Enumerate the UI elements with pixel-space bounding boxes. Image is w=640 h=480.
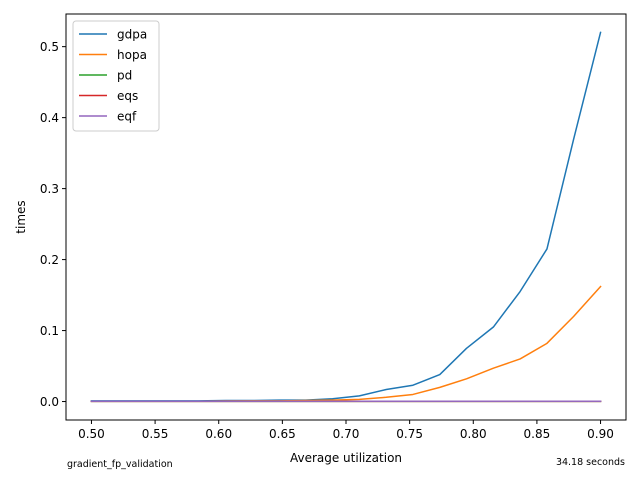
legend-label-eqs: eqs — [117, 89, 138, 103]
x-tick-label: 0.65 — [269, 427, 296, 441]
x-tick-label: 0.50 — [78, 427, 105, 441]
x-tick-label: 0.80 — [460, 427, 487, 441]
legend-box — [72, 20, 160, 132]
x-tick-label: 0.75 — [396, 427, 423, 441]
x-tick-label: 0.60 — [205, 427, 232, 441]
y-tick-label: 0.2 — [40, 253, 59, 267]
x-axis-label: Average utilization — [290, 451, 402, 465]
legend-label-hopa: hopa — [117, 48, 147, 62]
y-tick-label: 0.1 — [40, 324, 59, 338]
footer-left-label: gradient_fp_validation — [67, 459, 173, 470]
x-tick-label: 0.55 — [142, 427, 169, 441]
legend: gdpa hopa pd eqs eqf — [72, 20, 160, 132]
footer-elapsed-time: 34.18 seconds — [556, 457, 625, 468]
legend-label-eqf: eqf — [117, 110, 137, 124]
x-tick-label: 0.85 — [524, 427, 551, 441]
x-tick-label: 0.70 — [333, 427, 360, 441]
plot-area — [65, 13, 627, 421]
y-tick-label: 0.4 — [40, 111, 59, 125]
y-tick-label: 0.3 — [40, 182, 59, 196]
y-axis-label: times — [14, 200, 28, 233]
y-tick-label: 0.0 — [40, 395, 59, 409]
x-tick-label: 0.90 — [587, 427, 614, 441]
y-tick-label: 0.5 — [40, 40, 59, 54]
x-axis-ticks: 0.50 0.55 0.60 0.65 0.70 0.75 0.80 0.85 0.90 — [78, 420, 614, 441]
y-axis-ticks: 0.0 0.1 0.2 0.3 0.4 0.5 — [40, 40, 66, 409]
series-layer — [90, 31, 602, 403]
legend-label-pd: pd — [117, 69, 132, 83]
legend-label-gdpa: gdpa — [117, 28, 147, 42]
